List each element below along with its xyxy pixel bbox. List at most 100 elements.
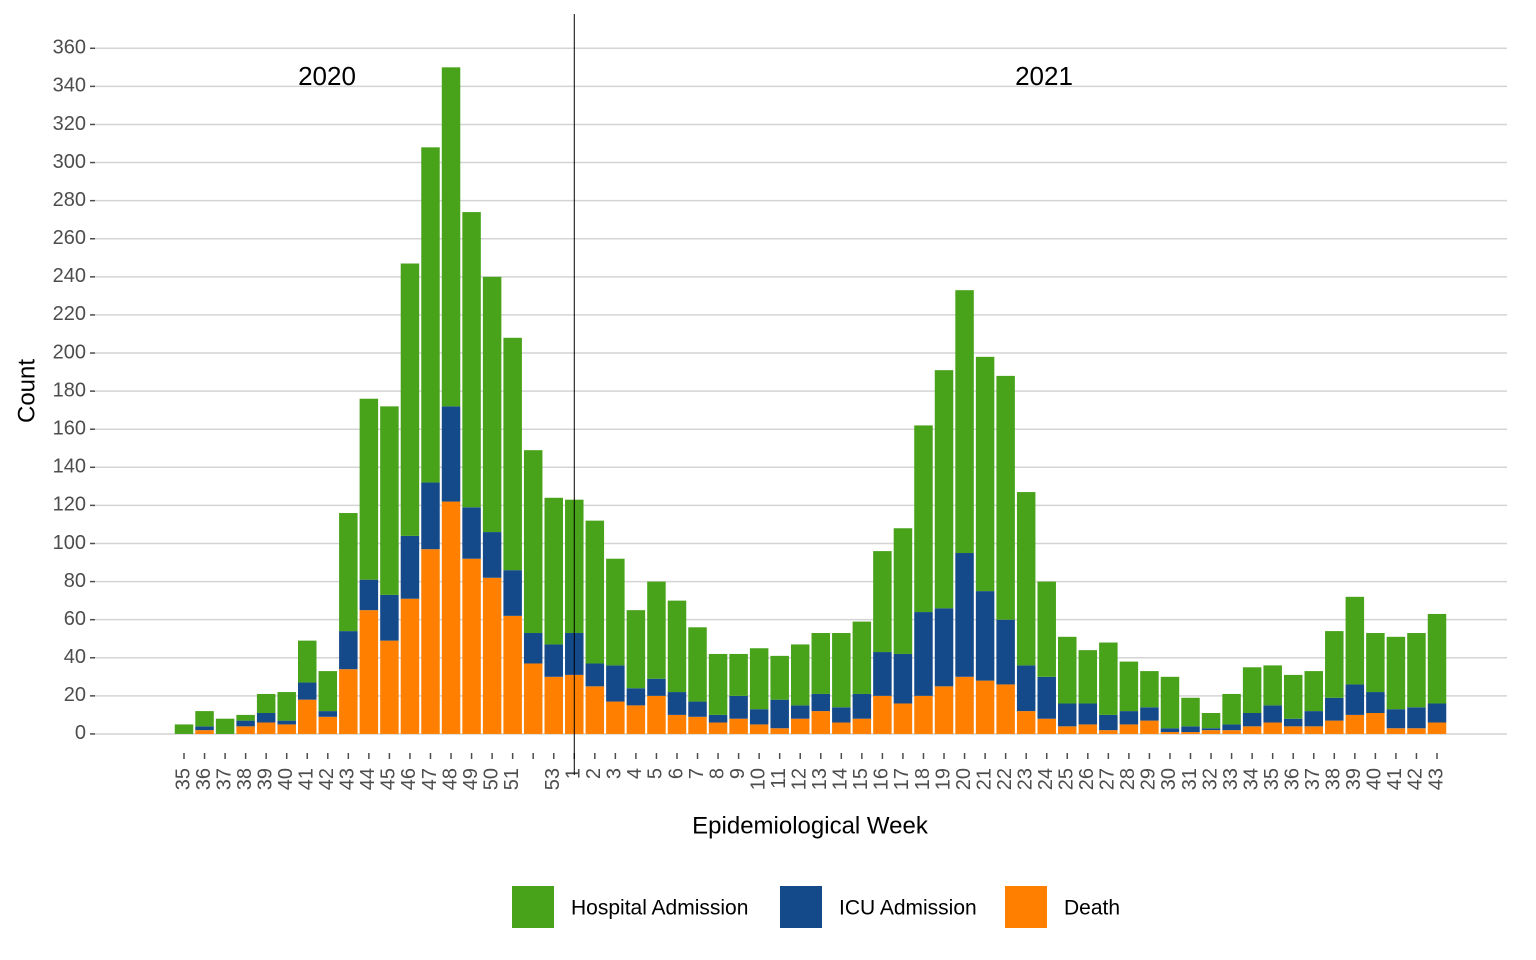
bar-segment xyxy=(770,699,789,729)
bar-segment xyxy=(811,633,831,694)
bar-segment xyxy=(667,600,687,693)
x-tick-label: 42 xyxy=(316,768,338,790)
bar-segment xyxy=(1427,613,1447,704)
bar-segment xyxy=(606,665,625,702)
y-tick-label: 180 xyxy=(53,379,86,401)
bar-segment xyxy=(606,558,625,666)
x-tick-label: 10 xyxy=(747,768,769,790)
x-axis-title: Epidemiological Week xyxy=(692,812,929,839)
bar-segment xyxy=(1099,642,1118,715)
bar-segment xyxy=(585,686,605,734)
y-tick-label: 340 xyxy=(53,75,86,97)
x-tick-label: 40 xyxy=(1364,768,1386,790)
bar-segment xyxy=(873,652,892,696)
bar-segment xyxy=(688,627,707,702)
bar-segment xyxy=(811,693,831,712)
bar-segment xyxy=(1016,711,1036,734)
bar-segment xyxy=(996,619,1015,685)
bar-segment xyxy=(708,714,728,723)
bar-segment xyxy=(975,680,995,734)
bar-segment xyxy=(318,711,338,717)
bar-segment xyxy=(462,507,481,559)
bar-segment xyxy=(1140,707,1159,721)
bar-segment xyxy=(749,724,769,734)
bar-segment xyxy=(462,558,481,734)
bar-segment xyxy=(1263,665,1282,706)
bar-segment xyxy=(1386,636,1406,710)
bar-segment xyxy=(934,686,954,734)
bar-segment xyxy=(277,720,296,725)
x-tick-label: 1 xyxy=(563,768,585,779)
bar-segment xyxy=(606,701,625,734)
bar-segment xyxy=(1407,707,1426,729)
bar-segment xyxy=(1160,728,1180,733)
bar-segment xyxy=(832,722,851,734)
bar-segment xyxy=(688,701,707,717)
bar-segment xyxy=(790,644,810,706)
x-tick-label: 43 xyxy=(337,768,359,790)
legend-swatch xyxy=(1005,886,1047,928)
x-tick-label: 6 xyxy=(665,768,687,779)
bar-segment xyxy=(1078,650,1098,704)
x-tick-label: 53 xyxy=(542,768,564,790)
bar-segment xyxy=(1325,631,1344,698)
bar-segment xyxy=(195,711,214,727)
bar-segment xyxy=(975,356,995,592)
bar-segment xyxy=(1140,720,1159,734)
bar-segment xyxy=(318,671,338,712)
x-tick-label: 15 xyxy=(850,768,872,790)
bar-segment xyxy=(873,695,892,734)
bar-segment xyxy=(893,528,913,654)
bar-segment xyxy=(626,705,646,734)
bar-segment xyxy=(256,693,276,714)
bar-segment xyxy=(236,720,255,727)
x-tick-label: 42 xyxy=(1405,768,1427,790)
bar-segment xyxy=(339,513,358,632)
bar-segment xyxy=(832,707,851,723)
bar-segment xyxy=(729,653,748,696)
x-tick-label: 39 xyxy=(1343,768,1365,790)
x-tick-label: 35 xyxy=(1261,768,1283,790)
bar-segment xyxy=(647,581,666,679)
bar-segment xyxy=(1037,676,1056,719)
bar-segment xyxy=(832,633,851,708)
x-tick-label: 2 xyxy=(583,768,605,779)
x-tick-label: 44 xyxy=(357,768,379,790)
y-tick-label: 80 xyxy=(64,570,86,592)
bar-segment xyxy=(893,653,913,704)
y-tick-label: 120 xyxy=(53,494,86,516)
x-tick-label: 9 xyxy=(727,768,749,779)
bar-segment xyxy=(236,726,255,734)
bar-segment xyxy=(647,678,666,696)
legend-swatch xyxy=(780,886,822,928)
bar-segment xyxy=(1222,730,1241,734)
bar-segment xyxy=(544,676,563,734)
x-tick-label: 26 xyxy=(1076,768,1098,790)
bar-segment xyxy=(503,570,522,616)
x-tick-label: 11 xyxy=(768,768,790,789)
x-tick-label: 12 xyxy=(789,768,811,790)
bar-segment xyxy=(667,714,687,734)
bar-segment xyxy=(1037,718,1056,734)
bar-segment xyxy=(441,67,461,407)
bar-segment xyxy=(482,577,502,734)
bar-segment xyxy=(585,520,605,664)
bar-segment xyxy=(1283,726,1303,734)
y-tick-label: 360 xyxy=(53,37,86,59)
bar-segment xyxy=(523,633,543,664)
bar-segment xyxy=(1222,724,1241,731)
bar-segment xyxy=(462,212,481,508)
bar-segment xyxy=(626,688,646,706)
bar-segment xyxy=(1140,671,1159,708)
bar-segment xyxy=(1016,665,1036,712)
bar-segment xyxy=(729,718,748,734)
bar-segment xyxy=(1325,697,1344,721)
bar-segment xyxy=(729,695,748,719)
legend-label: Death xyxy=(1064,897,1120,920)
bar-segment xyxy=(359,579,379,611)
bar-segment xyxy=(1366,633,1385,693)
x-tick-label: 14 xyxy=(830,768,852,790)
y-tick-label: 260 xyxy=(53,227,86,249)
x-tick-label: 5 xyxy=(645,768,667,779)
bar-segment xyxy=(647,695,666,734)
